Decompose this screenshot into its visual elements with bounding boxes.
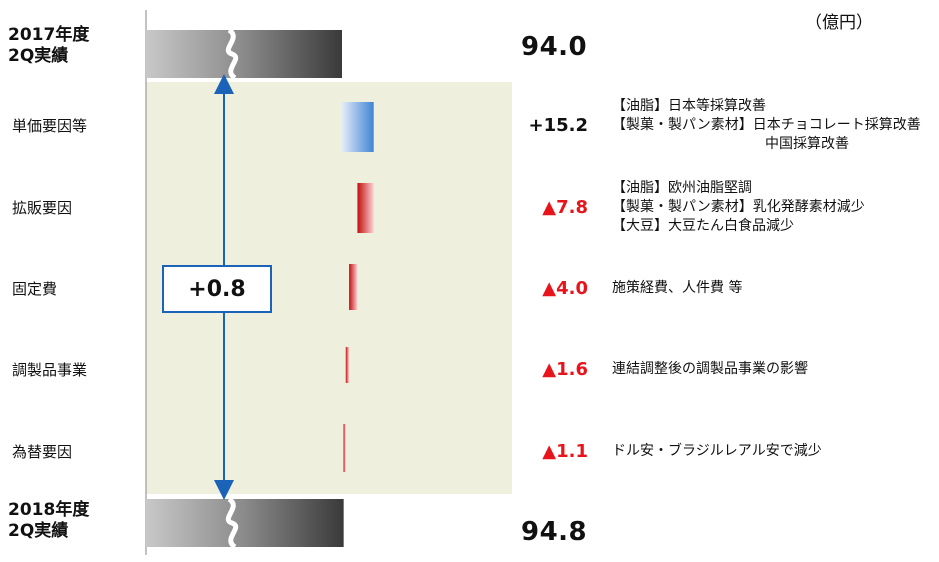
end-period-year: 2018年度: [8, 500, 90, 520]
note-sales-3: 【大豆】大豆たん白食品減少: [612, 218, 794, 234]
note-sales-1: 【油脂】欧州油脂堅調: [612, 180, 752, 196]
end-period-kind: 2Q実績: [8, 521, 69, 541]
start-period-label: 2017年度 2Q実績: [8, 25, 89, 67]
end-period-label: 2018年度 2Q実績: [8, 500, 89, 542]
row-label-sales: 拡販要因: [12, 199, 73, 217]
bar-start-2017: [146, 30, 342, 78]
row-delta-price: +15.2: [528, 115, 589, 136]
bar-fixed-cost: [349, 264, 358, 310]
note-fixed-cost-1: 施策経費、人件費 等: [612, 280, 743, 296]
row-label-prepared-products: 調製品事業: [12, 361, 88, 379]
note-price-1: 【油脂】日本等採算改善: [612, 98, 766, 114]
total-change-badge: +0.8: [162, 265, 272, 313]
start-period-year: 2017年度: [8, 25, 90, 45]
note-price-2: 【製菓・製パン素材】日本チョコレート採算改善: [612, 117, 921, 133]
note-prepared-products-1: 連結調整後の調製品事業の影響: [612, 361, 808, 377]
start-value: 94.0: [521, 32, 588, 62]
start-period-kind: 2Q実績: [8, 46, 69, 66]
row-label-fx: 為替要因: [12, 443, 73, 461]
row-delta-sales: ▲7.8: [542, 197, 588, 218]
unit-label: （億円）: [805, 13, 873, 33]
row-delta-fixed-cost: ▲4.0: [542, 278, 588, 299]
row-delta-fx: ▲1.1: [542, 441, 588, 462]
row-label-price: 単価要因等: [12, 117, 88, 135]
note-fx-1: ドル安・ブラジルレアル安で減少: [612, 443, 822, 459]
bar-prepared-products: [345, 347, 350, 383]
axis-break-start: [225, 27, 239, 81]
bar-sales: [357, 183, 374, 233]
bar-price: [342, 102, 374, 152]
note-price-3: 中国採算改善: [765, 136, 849, 152]
axis-break-end: [225, 496, 239, 550]
row-label-fixed-cost: 固定費: [12, 280, 58, 298]
end-value: 94.8: [521, 517, 588, 547]
row-delta-prepared-products: ▲1.6: [542, 359, 588, 380]
bar-end-2018: [146, 499, 344, 547]
bar-fx: [343, 424, 346, 472]
note-sales-2: 【製菓・製パン素材】乳化発酵素材減少: [612, 199, 865, 215]
